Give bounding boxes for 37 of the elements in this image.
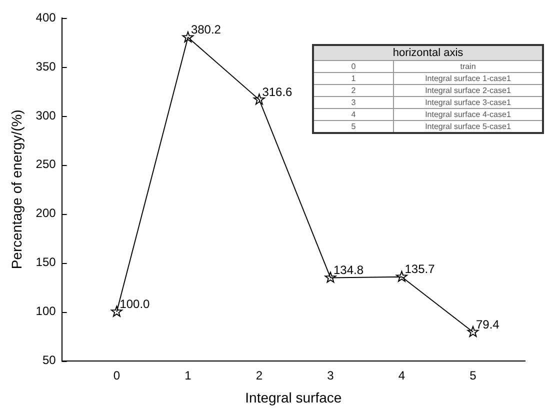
y-tick-label: 100: [36, 304, 56, 318]
annotation: Integral surface 4-case1: [394, 108, 543, 120]
y-tick-label: 250: [36, 157, 56, 172]
annotation: Integral surface 2-case1: [394, 84, 543, 96]
y-tick-label: 150: [36, 255, 56, 270]
x-tick-label: 3: [327, 368, 334, 382]
y-tick-label: 300: [36, 108, 56, 122]
data-label: 100.0: [120, 297, 150, 312]
y-tick-label: 350: [36, 59, 56, 74]
annotation: Integral surface 1-case1: [394, 72, 543, 84]
data-label: 380.2: [190, 22, 222, 37]
x-tick-label: 5: [470, 368, 477, 382]
annotation: Integral surface 3-case1: [394, 96, 543, 108]
x-tick-label: 0: [113, 368, 120, 382]
annotation: 2: [313, 84, 394, 96]
y-tick-label: 50: [42, 353, 56, 368]
y-axis-title: Percentage of energy/(%): [8, 110, 24, 270]
annotation: train: [394, 60, 543, 72]
y-tick-label: 200: [36, 206, 56, 220]
x-axis-title: Integral surface: [245, 389, 342, 406]
annotation: 0: [313, 60, 394, 72]
data-label: 316.6: [262, 84, 293, 99]
annotation: horizontal axis: [313, 45, 543, 60]
x-tick-label: 4: [398, 368, 406, 382]
y-tick-label: 400: [36, 10, 56, 24]
point: [110, 306, 122, 317]
point: [396, 270, 408, 282]
annotation: 3: [313, 96, 394, 108]
data-label: 135.7: [404, 262, 436, 276]
data-label: 79.4: [476, 317, 500, 332]
x-tick-label: 1: [184, 368, 192, 382]
x-tick-label: 2: [256, 368, 263, 382]
annotation: 1: [313, 72, 394, 84]
annotation: Integral surface 5-case1: [394, 120, 543, 133]
annotation: 5: [313, 120, 394, 133]
data-label: 134.8: [333, 263, 364, 278]
annotation: 4: [313, 108, 394, 120]
